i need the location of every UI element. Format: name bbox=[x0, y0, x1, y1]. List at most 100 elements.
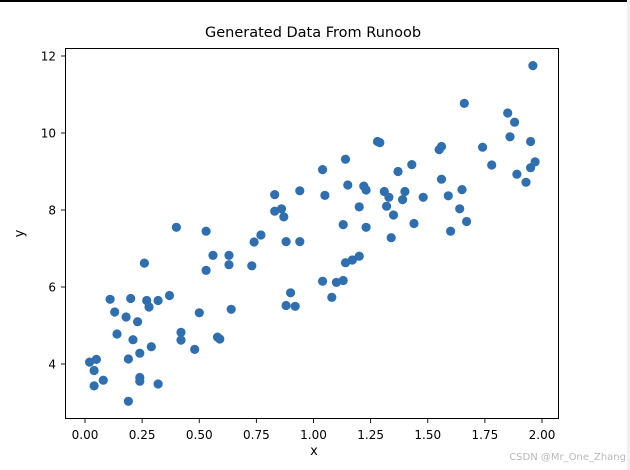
watermark: CSDN @Mr_One_Zhang bbox=[509, 452, 626, 463]
data-point bbox=[512, 169, 522, 179]
data-point bbox=[343, 180, 353, 190]
data-point bbox=[388, 210, 399, 220]
data-point bbox=[126, 293, 136, 304]
data-point bbox=[530, 157, 540, 167]
data-point bbox=[133, 317, 143, 327]
data-point bbox=[487, 160, 497, 170]
data-point bbox=[286, 288, 296, 298]
data-point bbox=[384, 192, 394, 202]
data-point bbox=[215, 334, 225, 344]
data-point bbox=[354, 251, 364, 261]
data-point bbox=[249, 237, 259, 247]
x-tick-label: 0.25 bbox=[129, 428, 156, 442]
x-tick-label: 1.50 bbox=[414, 428, 441, 442]
data-point bbox=[436, 141, 447, 152]
data-point bbox=[375, 138, 385, 148]
data-point bbox=[281, 300, 291, 311]
data-point bbox=[194, 308, 204, 318]
data-point bbox=[281, 237, 291, 247]
data-point bbox=[247, 261, 257, 271]
data-point bbox=[361, 222, 371, 232]
data-point bbox=[503, 108, 513, 118]
data-point bbox=[295, 237, 305, 247]
data-point bbox=[338, 275, 348, 286]
data-point bbox=[338, 220, 348, 230]
data-point bbox=[327, 292, 337, 302]
data-point bbox=[505, 132, 515, 142]
data-point bbox=[105, 294, 115, 304]
data-point bbox=[201, 226, 211, 236]
data-point bbox=[208, 250, 218, 260]
data-point bbox=[91, 354, 101, 364]
data-point bbox=[409, 218, 419, 229]
data-point bbox=[354, 202, 364, 212]
x-tick-label: 1.75 bbox=[472, 428, 499, 442]
data-point bbox=[89, 365, 99, 376]
data-point bbox=[418, 192, 428, 202]
data-point bbox=[509, 117, 520, 127]
data-point bbox=[176, 335, 186, 345]
data-point bbox=[400, 186, 410, 197]
data-point bbox=[171, 222, 181, 232]
data-point bbox=[318, 276, 328, 286]
data-point bbox=[123, 396, 133, 406]
chart-title: Generated Data From Runoob bbox=[0, 25, 630, 41]
top-border bbox=[0, 0, 630, 2]
axes-frame bbox=[65, 48, 559, 419]
x-tick-label: 1.25 bbox=[357, 428, 384, 442]
data-point bbox=[139, 258, 149, 268]
data-point bbox=[455, 204, 465, 214]
data-point bbox=[393, 166, 403, 177]
x-tick-label: 0.50 bbox=[186, 428, 213, 442]
data-point bbox=[279, 212, 289, 222]
x-tick-label: 0.75 bbox=[243, 428, 270, 442]
data-point bbox=[361, 185, 371, 195]
data-point bbox=[459, 98, 469, 108]
data-point bbox=[318, 165, 328, 175]
data-point bbox=[443, 191, 453, 201]
right-border bbox=[627, 0, 630, 470]
y-tick-label: 6 bbox=[48, 281, 56, 295]
data-point bbox=[528, 61, 538, 71]
scatter-points bbox=[85, 61, 540, 406]
x-axis-label: x bbox=[310, 444, 318, 459]
data-point bbox=[382, 201, 392, 211]
data-point bbox=[436, 174, 447, 184]
data-point bbox=[123, 354, 133, 364]
data-point bbox=[224, 250, 234, 260]
data-point bbox=[153, 379, 163, 389]
data-point bbox=[89, 381, 99, 391]
data-point bbox=[153, 295, 163, 306]
y-tick-label: 12 bbox=[41, 50, 56, 64]
y-tick-label: 10 bbox=[41, 127, 56, 141]
data-point bbox=[521, 177, 531, 187]
data-point bbox=[320, 190, 330, 200]
data-point bbox=[526, 136, 536, 147]
data-point bbox=[295, 186, 305, 196]
data-point bbox=[121, 312, 131, 322]
y-tick-label: 8 bbox=[48, 204, 56, 218]
data-point bbox=[144, 302, 154, 312]
x-axis-ticks: 0.00 0.25 0.50 0.75 1.00 1.25 1.50 1.75 2.00 bbox=[72, 419, 556, 442]
data-point bbox=[478, 142, 488, 152]
data-point bbox=[398, 195, 408, 205]
data-point bbox=[407, 160, 417, 170]
data-point bbox=[276, 204, 287, 214]
data-point bbox=[112, 329, 122, 339]
data-point bbox=[164, 290, 175, 301]
data-point bbox=[347, 255, 357, 265]
data-point bbox=[176, 327, 186, 337]
data-point bbox=[98, 375, 108, 385]
y-axis-label: y bbox=[12, 229, 28, 238]
data-point bbox=[224, 260, 234, 270]
data-point bbox=[256, 230, 266, 240]
x-tick-label: 1.00 bbox=[300, 428, 327, 442]
data-point bbox=[386, 233, 396, 243]
data-point bbox=[457, 185, 467, 195]
y-axis-ticks: 4 6 8 10 12 bbox=[41, 50, 65, 372]
data-point bbox=[135, 376, 145, 386]
data-point bbox=[146, 342, 156, 352]
data-point bbox=[201, 265, 211, 275]
x-tick-label: 2.00 bbox=[529, 428, 556, 442]
x-tick-label: 0.00 bbox=[72, 428, 99, 442]
